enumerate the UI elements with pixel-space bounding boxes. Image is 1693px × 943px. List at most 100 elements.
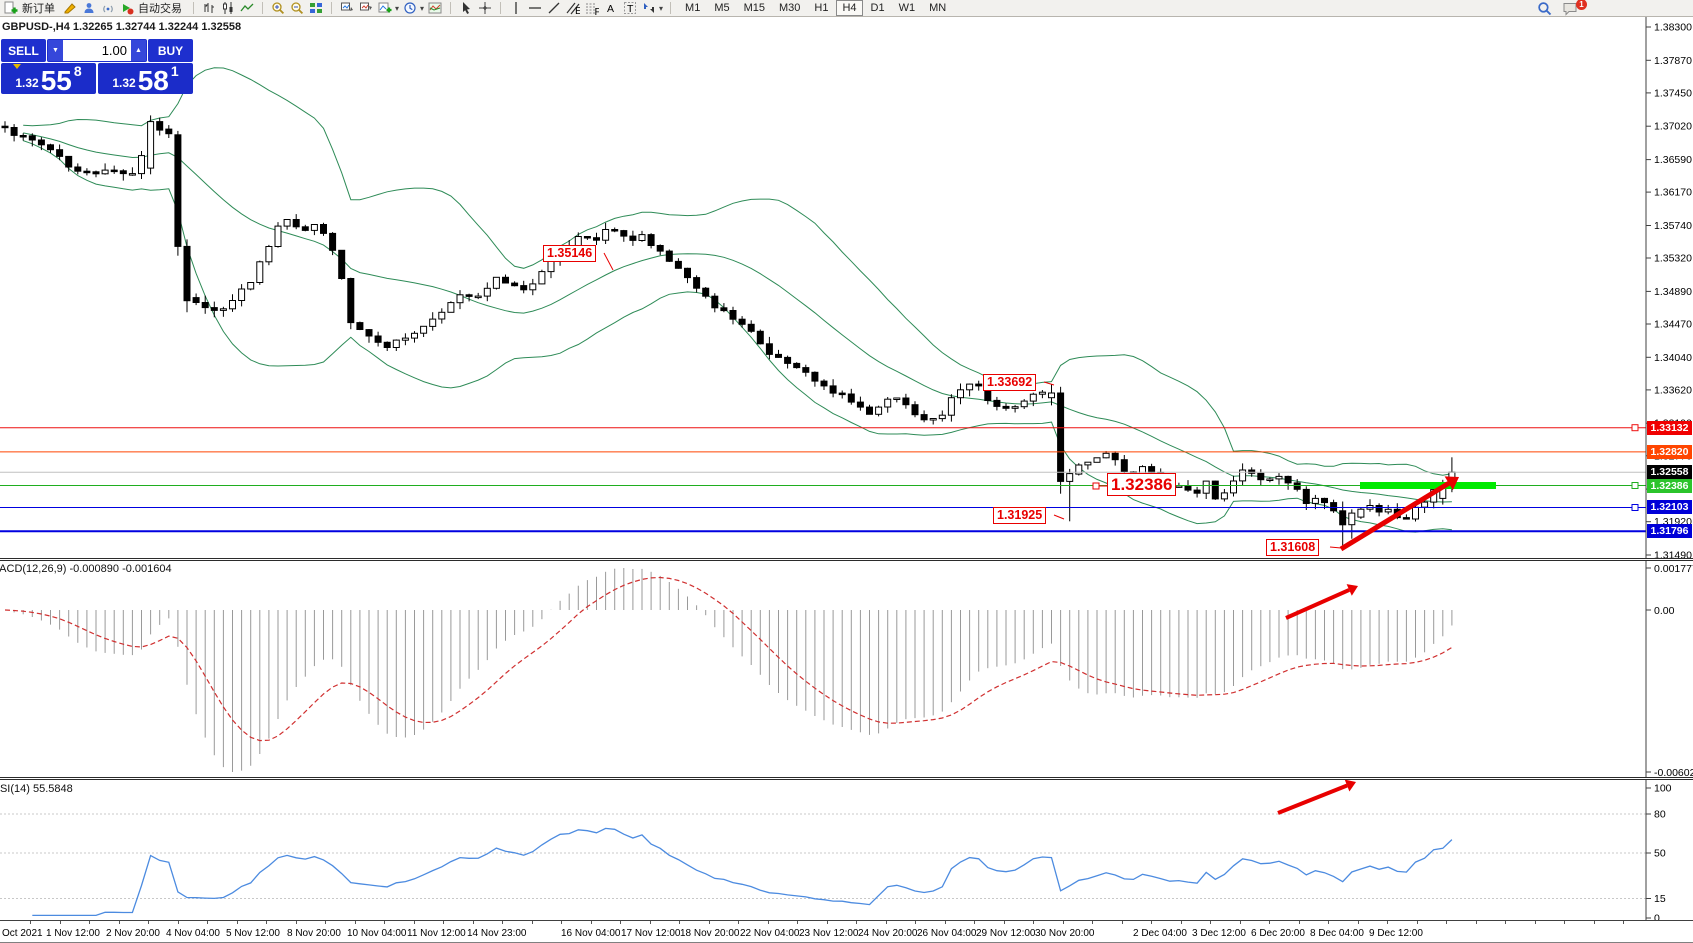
- time-tick: [1239, 921, 1241, 924]
- line-chart-icon[interactable]: [239, 1, 255, 16]
- svg-text:1.33620: 1.33620: [1654, 384, 1692, 396]
- time-label: 17 Nov 12:00: [621, 928, 681, 939]
- zoom-out-icon[interactable]: [289, 1, 305, 16]
- macd-label: MACD(12,26,9) -0.000890 -0.001604: [0, 563, 172, 575]
- vline-icon[interactable]: [508, 1, 524, 16]
- crosshair-icon[interactable]: [477, 1, 493, 16]
- buy-price-prefix: 1.32: [112, 76, 136, 90]
- pane-separator[interactable]: [0, 558, 1693, 561]
- time-label: 8 Dec 04:00: [1310, 928, 1364, 939]
- timeframe-H4[interactable]: H4: [836, 0, 863, 16]
- timeframe-H1[interactable]: H1: [814, 2, 829, 14]
- price-annotation[interactable]: 1.31608: [1266, 539, 1320, 556]
- timeframe-M30[interactable]: M30: [779, 2, 801, 14]
- new-order-icon[interactable]: [3, 1, 19, 16]
- hline-icon[interactable]: [527, 1, 543, 16]
- price-annotation[interactable]: 1.35146: [543, 245, 597, 262]
- svg-text:1.36590: 1.36590: [1654, 154, 1692, 166]
- new-order-label[interactable]: 新订单: [22, 3, 55, 15]
- svg-text:0.001777: 0.001777: [1654, 563, 1693, 575]
- time-tick: [1180, 921, 1182, 924]
- time-tick: [797, 921, 798, 924]
- volume-decrease-button[interactable]: ▼: [48, 40, 63, 61]
- sell-button[interactable]: SELL: [1, 39, 46, 62]
- divider: [450, 2, 452, 14]
- buy-price-panel[interactable]: 1.32 58 1: [98, 63, 193, 95]
- arrows-icon[interactable]: [641, 1, 657, 16]
- svg-text:100: 100: [1654, 783, 1672, 795]
- macd-pane[interactable]: 0.001777 0.00 -0.00602: [0, 561, 1693, 777]
- divider: [500, 2, 502, 14]
- channel-icon[interactable]: E: [565, 1, 581, 16]
- time-label: 11 Nov 12:00: [407, 928, 466, 939]
- text-icon[interactable]: A: [603, 1, 619, 16]
- time-axis[interactable]: Oct 2021 1 Nov 12:00 2 Nov 20:00 4 Nov 04:0…: [0, 920, 1693, 942]
- chart-styler-icon[interactable]: [62, 1, 78, 16]
- time-tick: [1033, 921, 1034, 924]
- time-tick: [708, 921, 710, 924]
- search-icon[interactable]: [1536, 1, 1552, 16]
- volume-increase-button[interactable]: ▲: [131, 40, 146, 61]
- periods-icon[interactable]: [402, 1, 418, 16]
- signal-icon[interactable]: [100, 1, 116, 16]
- time-tick: [649, 921, 651, 924]
- label-icon[interactable]: T: [622, 1, 638, 16]
- timeframe-M15[interactable]: M15: [743, 2, 766, 14]
- buy-button[interactable]: BUY: [148, 39, 193, 62]
- timeframe-M1[interactable]: M1: [685, 2, 701, 14]
- svg-text:1.34890: 1.34890: [1654, 286, 1692, 298]
- rsi-pane[interactable]: 100 80 50 15 0: [0, 780, 1693, 920]
- price-annotation[interactable]: 1.32386: [1107, 473, 1177, 496]
- autotrading-icon[interactable]: [119, 1, 135, 16]
- time-label: 16 Nov 04:00: [561, 928, 621, 939]
- sell-price-pip: 8: [73, 63, 82, 79]
- price-annotation[interactable]: 1.31925: [993, 507, 1047, 524]
- time-tick: [89, 921, 90, 924]
- timeframe-MN[interactable]: MN: [929, 2, 947, 14]
- candlestick-icon[interactable]: [220, 1, 236, 16]
- zoom-in-icon[interactable]: [270, 1, 286, 16]
- indicators-icon[interactable]: [377, 1, 393, 16]
- time-tick: [295, 921, 297, 924]
- time-tick: [1269, 921, 1270, 924]
- time-tick: [590, 921, 592, 924]
- time-label: 29 Nov 12:00: [976, 928, 1036, 939]
- timeframe-D1[interactable]: D1: [870, 2, 885, 14]
- templates-icon[interactable]: [427, 1, 443, 16]
- pane-separator[interactable]: [0, 777, 1693, 780]
- time-tick: [1121, 921, 1123, 924]
- time-tick: [1298, 921, 1300, 924]
- time-label: 8 Nov 20:00: [287, 928, 341, 939]
- cursor-icon[interactable]: [458, 1, 474, 16]
- time-tick: [1564, 921, 1565, 924]
- time-tick: [531, 921, 533, 924]
- bar-chart-icon[interactable]: [201, 1, 217, 16]
- main-chart[interactable]: 1.38300 1.37870 1.37450 1.37020 1.36590 1.361…: [0, 17, 1693, 558]
- svg-text:1.33190: 1.33190: [1654, 418, 1692, 430]
- time-tick: [1534, 921, 1536, 924]
- trendline-icon[interactable]: [546, 1, 562, 16]
- time-tick: [1475, 921, 1477, 924]
- time-tick: [1387, 921, 1388, 924]
- volume-input[interactable]: [63, 40, 131, 61]
- profile-icon[interactable]: [81, 1, 97, 16]
- autotrading-label[interactable]: 自动交易: [138, 3, 182, 15]
- time-label: Oct 2021: [2, 928, 43, 939]
- notification-badge[interactable]: 1: [1576, 0, 1587, 10]
- cascade-windows-icon[interactable]: [339, 1, 355, 16]
- tile-windows-icon[interactable]: [308, 1, 324, 16]
- svg-text:1.35320: 1.35320: [1654, 253, 1692, 265]
- indicators-dropdown-icon[interactable]: ▾: [395, 3, 400, 13]
- timeframe-W1[interactable]: W1: [898, 2, 916, 14]
- price-annotation[interactable]: 1.33692: [983, 374, 1037, 391]
- svg-text:1.32770: 1.32770: [1654, 450, 1692, 462]
- periods-dropdown-icon[interactable]: ▾: [420, 3, 425, 13]
- arrows-dropdown-icon[interactable]: ▾: [659, 3, 664, 13]
- time-tick: [384, 921, 385, 924]
- timeframe-M5[interactable]: M5: [714, 2, 730, 14]
- svg-text:E: E: [575, 5, 580, 15]
- arrange-windows-icon[interactable]: [358, 1, 374, 16]
- buy-price-pip: 1: [170, 63, 179, 79]
- fibonacci-icon[interactable]: F: [584, 1, 600, 16]
